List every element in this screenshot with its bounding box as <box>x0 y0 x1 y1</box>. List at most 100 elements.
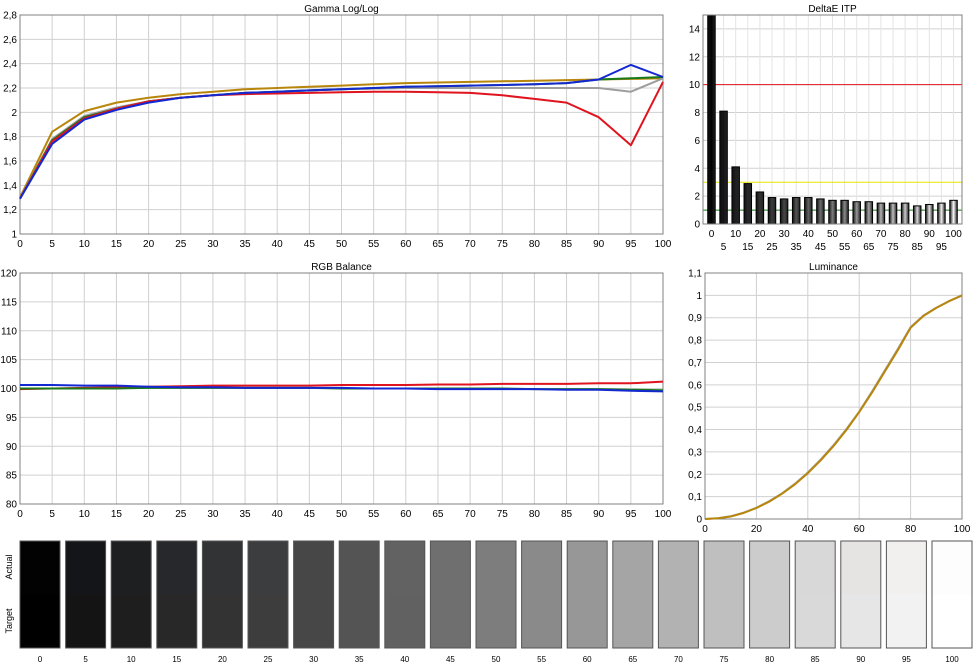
luminance-chart-x-tick-label: 60 <box>854 524 866 535</box>
deltae-x-tick-label: 55 <box>839 242 851 253</box>
rgb-balance-chart-x-tick-label: 5 <box>49 509 55 520</box>
rgb-balance-chart-x-tick-label: 90 <box>593 509 605 520</box>
deltae-border <box>702 14 963 225</box>
rgb-balance-chart-y-tick-label: 115 <box>1 297 17 308</box>
gamma-chart-series-line-4 <box>19 63 664 200</box>
gamma-chart-y-tick-label: 1,4 <box>3 181 17 192</box>
deltae-bar <box>791 197 801 225</box>
rgb-balance-chart-x-tick-label: 45 <box>304 509 316 520</box>
gamma-chart-x-tick-label: 35 <box>239 239 251 250</box>
deltae-x-tick-label: 60 <box>851 229 863 240</box>
gamma-chart-x-tick-label: 65 <box>432 239 444 250</box>
swatch-actual <box>339 541 380 594</box>
gamma-chart-x-tick-label: 45 <box>304 239 316 250</box>
deltae-y-tick-label: 14 <box>689 24 701 35</box>
deltae-x-tick-label: 75 <box>887 242 899 253</box>
luminance-chart-y-tick-label: 0 <box>696 515 702 526</box>
rgb-balance-chart-x-tick-label: 35 <box>239 509 251 520</box>
rgb-balance-chart-x-tick-label: 15 <box>111 509 123 520</box>
rgb-balance-chart-y-tick-label: 105 <box>0 355 17 366</box>
gamma-chart-series-line-0 <box>19 77 664 198</box>
gamma-chart-x-tick-label: 30 <box>207 239 219 250</box>
swatch-border <box>794 540 836 649</box>
deltae-x-tick-label: 30 <box>779 229 791 240</box>
luminance-chart-x-tick-label: 80 <box>905 524 917 535</box>
rgb-balance-chart-x-tick-label: 95 <box>625 509 637 520</box>
swatch-target <box>886 594 927 648</box>
swatch-label: 25 <box>264 655 273 664</box>
swatch-label: 90 <box>856 655 865 664</box>
swatch-row-label-actual: Actual <box>4 554 14 579</box>
deltae-x-tick-label: 65 <box>863 242 875 253</box>
gamma-chart-y-tick-label: 1,8 <box>3 132 17 143</box>
deltae-bar <box>816 198 825 225</box>
deltae-x-tick-label: 100 <box>945 229 962 240</box>
luminance-chart-x-tick-label: 0 <box>702 524 708 535</box>
luminance-chart-y-tick-label: 0,7 <box>688 358 702 369</box>
swatch-target <box>840 594 881 648</box>
swatch-target <box>476 594 516 648</box>
gamma-chart-x-tick-label: 50 <box>336 239 348 250</box>
gamma-chart-x-tick-label: 80 <box>529 239 541 250</box>
gamma-chart-gridlines <box>19 14 664 235</box>
rgb-balance-chart-x-tick-label: 10 <box>79 509 91 520</box>
gamma-chart-title: Gamma Log/Log <box>304 4 379 15</box>
rgb-balance-chart-x-tick-label: 25 <box>175 509 187 520</box>
swatch-target <box>65 594 106 648</box>
gamma-chart-x-tick-label: 40 <box>272 239 284 250</box>
swatch-target <box>430 594 471 648</box>
gamma-chart-y-tick-label: 2,8 <box>3 11 17 22</box>
swatch-border <box>612 540 654 649</box>
gamma-chart-x-tick-label: 25 <box>175 239 187 250</box>
swatch-label: 70 <box>674 655 683 664</box>
swatch-border <box>521 540 563 649</box>
swatch-border <box>293 540 335 649</box>
deltae-y-tick-label: 0 <box>694 220 700 231</box>
deltae-bar <box>900 202 910 225</box>
luminance-chart-y-tick-label: 0,3 <box>688 447 702 458</box>
rgb-balance-chart-y-tick-label: 95 <box>6 413 18 424</box>
deltae-bar <box>912 205 922 225</box>
gamma-chart-y-tick-label: 1,6 <box>3 157 17 168</box>
swatch-label: 40 <box>400 655 409 664</box>
rgb-balance-chart-y-tick-label: 110 <box>1 326 17 337</box>
deltae-bar <box>852 201 861 225</box>
deltae-x-tick-label: 95 <box>936 242 948 253</box>
deltae-x-tick-label: 90 <box>924 229 936 240</box>
deltae-x-tick-label: 85 <box>912 242 924 253</box>
deltae-y-tick-label: 8 <box>694 108 700 119</box>
swatch-label: 80 <box>765 655 774 664</box>
rgb-balance-chart-x-tick-label: 0 <box>17 509 23 520</box>
swatch-actual <box>521 541 562 594</box>
swatch-border <box>429 540 471 649</box>
swatch-target <box>20 594 60 648</box>
luminance-chart-x-tick-label: 40 <box>802 524 814 535</box>
swatch-actual <box>202 541 243 594</box>
gamma-chart-border <box>19 14 664 235</box>
gamma-chart-x-tick-label: 70 <box>465 239 477 250</box>
deltae-bar <box>804 197 813 225</box>
swatch-label: 75 <box>720 655 729 664</box>
deltae-bar <box>925 203 934 225</box>
gamma-chart-y-tick-label: 1 <box>11 230 17 241</box>
deltae-y-tick-label: 4 <box>694 164 700 175</box>
swatch-target <box>749 594 790 648</box>
deltae-bar <box>755 191 765 225</box>
swatch-label: 85 <box>811 655 820 664</box>
rgb-balance-chart-y-tick-label: 100 <box>0 384 17 395</box>
swatch-label: 95 <box>902 655 911 664</box>
gamma-chart-x-tick-label: 75 <box>497 239 509 250</box>
swatch-actual <box>111 541 152 594</box>
luminance-chart-y-tick-label: 0,1 <box>688 492 702 503</box>
luminance-chart-plot-area <box>704 272 963 520</box>
swatch-actual <box>20 541 60 594</box>
swatch-border <box>840 540 882 649</box>
swatch-label: 65 <box>628 655 637 664</box>
rgb-balance-chart-x-tick-label: 20 <box>143 509 155 520</box>
luminance-chart-y-tick-label: 1 <box>696 291 702 302</box>
swatch-target <box>932 594 972 648</box>
swatch-actual <box>704 541 744 594</box>
deltae-bar <box>743 183 753 225</box>
gamma-chart-y-tick-label: 2,4 <box>3 59 17 70</box>
